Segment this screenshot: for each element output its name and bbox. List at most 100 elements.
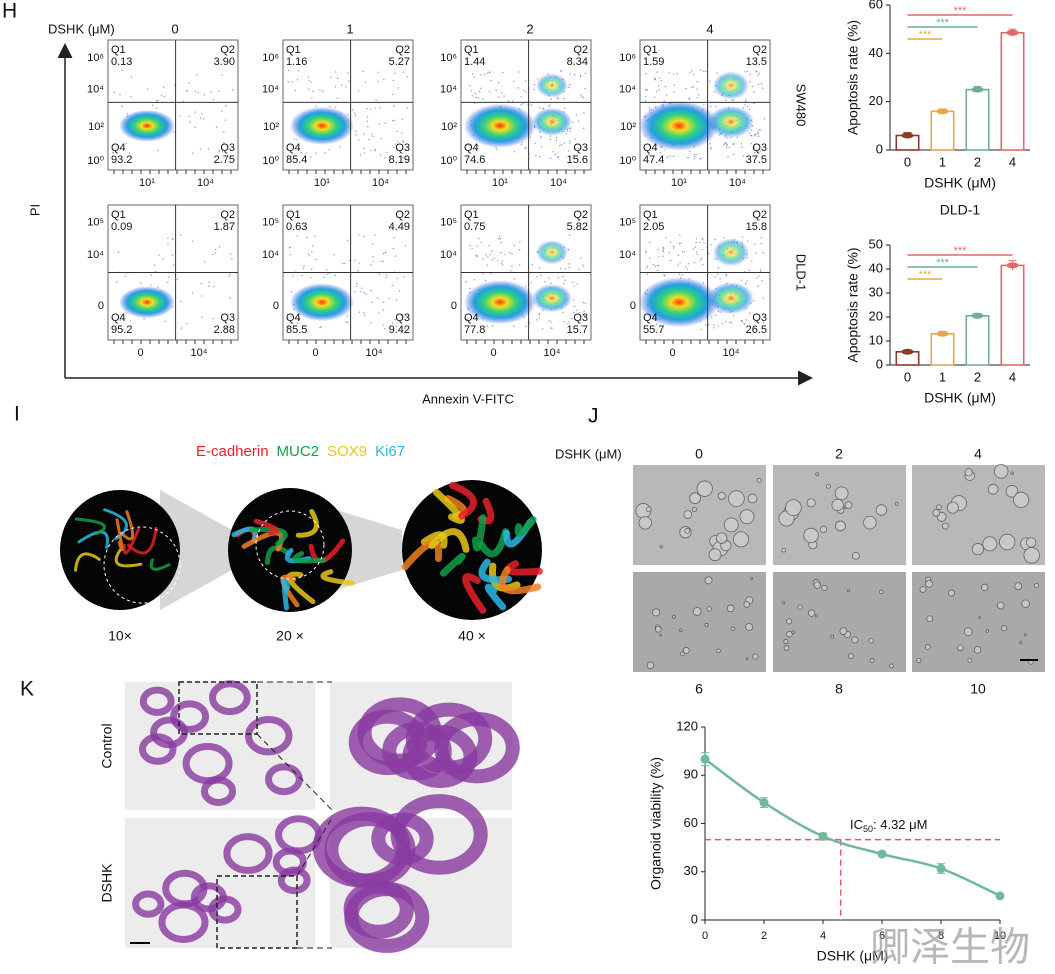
tissue-strand xyxy=(126,526,158,555)
event-dot xyxy=(560,143,563,146)
event-dot xyxy=(555,139,558,142)
event-dot xyxy=(496,259,499,262)
x-tick-label: 10¹ xyxy=(492,177,508,189)
quadrant-value: 95.2 xyxy=(111,324,132,336)
event-dot xyxy=(310,276,312,279)
event-dot xyxy=(758,72,760,75)
organoid xyxy=(1001,625,1008,632)
quadrant-value: 1.59 xyxy=(643,56,664,68)
organoid xyxy=(717,492,726,500)
quadrant-name: Q1 xyxy=(464,209,479,221)
event-dot xyxy=(200,282,202,285)
event-dot xyxy=(662,249,664,251)
event-dot xyxy=(665,94,668,96)
event-dot xyxy=(180,327,183,329)
y-tick-label: 10⁴ xyxy=(440,83,457,95)
mean-dot xyxy=(901,132,914,139)
event-dot xyxy=(518,249,521,251)
event-dot xyxy=(540,146,542,148)
event-dot xyxy=(382,324,385,326)
quadrant-value: 85.5 xyxy=(286,324,307,336)
x-tick-label: 0 xyxy=(904,369,911,384)
organoid xyxy=(998,533,1016,551)
dose-header: 0 xyxy=(171,21,178,36)
event-dot xyxy=(330,76,332,78)
dose-header: 4 xyxy=(706,21,713,36)
event-dot xyxy=(489,91,491,93)
event-dot xyxy=(750,143,753,145)
event-dot xyxy=(525,91,527,93)
event-dot xyxy=(199,117,202,119)
organoid xyxy=(679,651,685,657)
event-dot xyxy=(536,275,538,278)
axis-label: PI xyxy=(27,204,42,216)
event-dot xyxy=(366,116,369,118)
event-dot xyxy=(556,96,558,99)
event-dot xyxy=(167,281,169,284)
event-dot xyxy=(725,320,727,323)
organoid xyxy=(1023,633,1027,637)
event-dot xyxy=(578,268,580,271)
event-cloud xyxy=(713,238,749,267)
event-dot xyxy=(207,148,210,150)
event-dot xyxy=(385,274,388,276)
event-dot xyxy=(710,146,712,149)
event-dot xyxy=(732,315,735,317)
event-dot xyxy=(491,325,494,327)
event-dot xyxy=(404,314,407,316)
quadrant-value: 15.7 xyxy=(567,324,588,336)
event-dot xyxy=(681,251,684,253)
event-dot xyxy=(716,72,718,74)
event-dot xyxy=(708,80,711,83)
event-dot xyxy=(583,310,585,313)
event-dot xyxy=(394,255,397,257)
event-dot xyxy=(742,155,745,157)
event-dot xyxy=(540,137,542,139)
event-dot xyxy=(703,70,705,72)
event-dot xyxy=(469,244,471,247)
event-dot xyxy=(498,96,500,99)
event-dot xyxy=(347,72,349,74)
event-dot xyxy=(753,91,755,93)
event-dot xyxy=(755,252,757,254)
event-dot xyxy=(326,273,328,276)
x-axis-label: DSHK (μM) xyxy=(924,175,996,191)
event-dot xyxy=(744,99,747,101)
tissue-strand xyxy=(295,509,319,538)
event-dot xyxy=(342,262,344,265)
event-dot xyxy=(336,97,339,100)
y-tick-label: 10⁵ xyxy=(87,216,104,228)
organoid xyxy=(684,527,691,534)
quadrant-name: Q3 xyxy=(573,142,588,154)
event-dot xyxy=(715,105,717,108)
event-dot xyxy=(225,105,227,107)
event-dot xyxy=(551,327,553,329)
event-dot xyxy=(567,323,569,325)
event-dot xyxy=(307,253,310,255)
event-dot xyxy=(581,95,583,97)
x-tick-label: 4 xyxy=(1009,369,1016,384)
gland xyxy=(344,882,430,953)
organoid xyxy=(786,630,793,638)
dose-header: 4 xyxy=(974,446,982,462)
organoid-image xyxy=(633,572,766,672)
event-dot xyxy=(208,285,210,287)
event-dot xyxy=(733,142,735,145)
event-dot xyxy=(359,154,362,156)
event-dot xyxy=(231,258,233,260)
event-dot xyxy=(550,282,552,285)
event-dot xyxy=(476,245,478,247)
organoid xyxy=(964,468,973,477)
event-dot xyxy=(378,312,380,314)
event-dot xyxy=(757,83,760,86)
event-dot xyxy=(550,327,552,329)
organoid xyxy=(996,601,1005,610)
event-dot xyxy=(199,148,202,150)
event-dot xyxy=(569,140,571,142)
gland xyxy=(265,763,303,796)
event-dot xyxy=(741,320,743,322)
event-dot xyxy=(384,328,386,330)
event-dot xyxy=(678,243,680,245)
event-dot xyxy=(229,297,231,299)
organoid xyxy=(831,498,844,512)
